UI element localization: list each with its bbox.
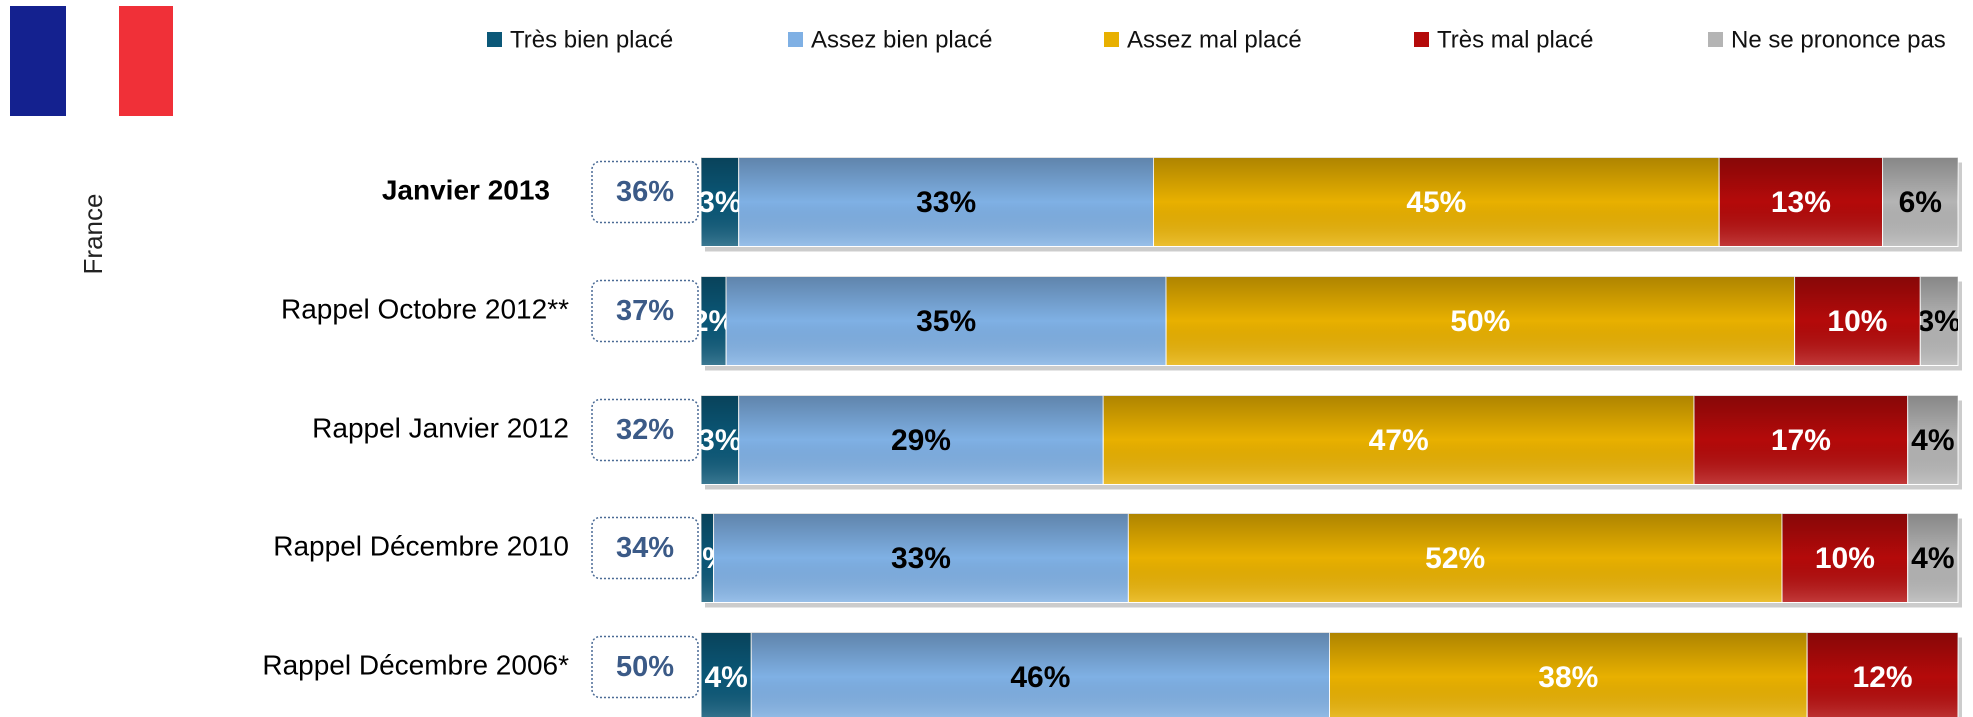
value-label: 47%	[1369, 424, 1429, 457]
legend-swatch	[1104, 32, 1119, 47]
flag-blue	[10, 6, 66, 116]
value-label: 10%	[1827, 305, 1887, 338]
legend-label: Assez bien placé	[811, 26, 992, 53]
bar-shading	[701, 276, 727, 366]
value-label: 4%	[1911, 542, 1954, 575]
bar-shading	[701, 395, 739, 485]
legend-label: Très mal placé	[1437, 26, 1594, 53]
bar-shading	[1153, 157, 1720, 247]
value-label: 29%	[891, 424, 951, 457]
value-label: 1%	[686, 542, 729, 575]
value-label: 4%	[704, 661, 747, 694]
value-label: 45%	[1406, 186, 1466, 219]
value-label: 4%	[1911, 424, 1954, 457]
bar-shading	[738, 157, 1154, 247]
bar-shading	[751, 632, 1330, 717]
bar-shading	[1907, 395, 1958, 485]
category-label: Rappel Janvier 2012	[312, 412, 569, 443]
value-label: 2%	[692, 305, 735, 338]
bar-shading	[726, 276, 1167, 366]
value-label: 33%	[916, 186, 976, 219]
bar-shading	[701, 513, 714, 603]
bar-shading	[701, 632, 752, 717]
total-box	[591, 635, 699, 699]
bar-shading	[1907, 513, 1958, 603]
bar-shading	[713, 513, 1129, 603]
legend-label: Assez mal placé	[1127, 26, 1302, 53]
value-label: 33%	[891, 542, 951, 575]
total-label: 32%	[616, 414, 674, 446]
category-label: Rappel Décembre 2006*	[262, 649, 569, 680]
plot: Très bien placé Assez bien placé Assez mal…	[262, 26, 1962, 717]
value-label: 3%	[698, 186, 741, 219]
legend-label: Ne se prononce pas	[1731, 26, 1946, 53]
total-label: 37%	[616, 295, 674, 327]
bar-shading	[1920, 276, 1958, 366]
value-label: 10%	[1815, 542, 1875, 575]
value-label: 35%	[916, 305, 976, 338]
bar-shading	[701, 157, 739, 247]
value-label: 6%	[1899, 186, 1942, 219]
value-label: 3%	[1917, 305, 1960, 338]
total-box	[591, 516, 699, 580]
legend-swatch	[1414, 32, 1429, 47]
bar-shading	[1882, 157, 1958, 247]
bar-shading	[1166, 276, 1795, 366]
side-label: France	[78, 194, 108, 275]
value-label: 17%	[1771, 424, 1831, 457]
legend-swatch	[487, 32, 502, 47]
category-label: Rappel Octobre 2012**	[281, 293, 569, 324]
value-label: 3%	[698, 424, 741, 457]
bar-shading	[1807, 632, 1958, 717]
value-label: 13%	[1771, 186, 1831, 219]
value-label: 52%	[1425, 542, 1485, 575]
bar-shading	[1128, 513, 1783, 603]
bar-shading	[738, 395, 1104, 485]
bar-shading	[1329, 632, 1808, 717]
value-label: 46%	[1010, 661, 1070, 694]
category-label: Rappel Décembre 2010	[273, 530, 569, 561]
total-label: 34%	[616, 532, 674, 564]
total-box	[591, 398, 699, 462]
value-label: 38%	[1538, 661, 1598, 694]
total-label: 50%	[616, 651, 674, 683]
legend-swatch	[1708, 32, 1723, 47]
legend-swatch	[788, 32, 803, 47]
legend-label: Très bien placé	[510, 26, 673, 53]
bar-shading	[1719, 157, 1883, 247]
bar-shading	[1794, 276, 1921, 366]
category-label: Janvier 2013	[382, 174, 550, 205]
bar-shading	[1782, 513, 1908, 603]
value-label: 50%	[1450, 305, 1510, 338]
total-box	[591, 160, 699, 224]
flag-red	[119, 6, 173, 116]
bar-shading	[1694, 395, 1908, 485]
value-label: 12%	[1853, 661, 1913, 694]
bar-shading	[1103, 395, 1695, 485]
total-box	[591, 279, 699, 343]
total-label: 36%	[616, 176, 674, 208]
